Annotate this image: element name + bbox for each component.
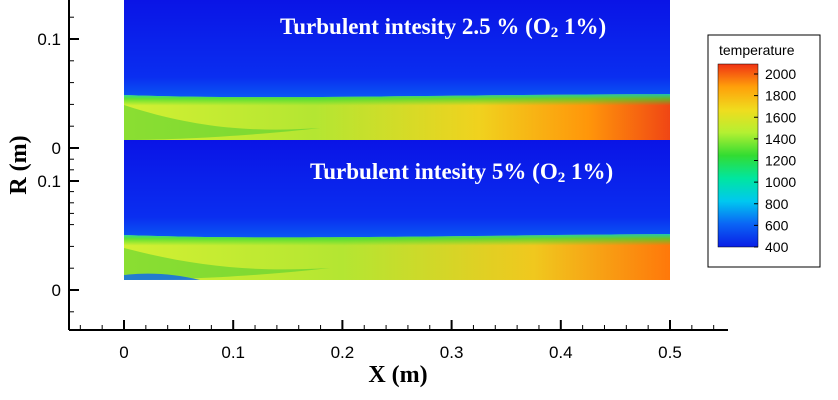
panel-bottom-title: Turbulent intesity 5% (O2 1%) xyxy=(310,159,613,186)
colorbar-title: temperature xyxy=(719,42,795,58)
panel-top-jet-edge xyxy=(124,94,670,114)
panel-bottom-jet-edge xyxy=(124,234,670,254)
y-tick-label: 0.1 xyxy=(37,172,61,191)
x-tick-label: 0.4 xyxy=(549,343,573,362)
panel-bottom-wall-cool xyxy=(124,273,200,280)
colorbar-legend: temperature 2000 1800 1600 1400 1200 1000 800 6… xyxy=(707,34,821,268)
x-tick-label: 0.5 xyxy=(658,343,682,362)
y-tick-label: 0 xyxy=(52,281,61,300)
x-minor-ticks xyxy=(79,325,715,330)
x-tick-label: 0.1 xyxy=(221,343,245,362)
y-axis-title: R (m) xyxy=(6,135,32,194)
x-tick-label: 0 xyxy=(119,343,128,362)
colorbar-tick-label: 400 xyxy=(765,239,789,255)
x-tick-label: 0.3 xyxy=(440,343,464,362)
colorbar-tick-label: 1400 xyxy=(765,131,796,147)
colorbar-tick-label: 600 xyxy=(765,217,789,233)
y-ticks: 0.1 0 0.1 0 xyxy=(37,16,79,313)
y-tick-label: 0.1 xyxy=(37,30,61,49)
colorbar-tick-label: 1000 xyxy=(765,174,796,190)
colorbar-ticks: 2000 1800 1600 1400 1200 1000 800 600 400 xyxy=(754,66,796,255)
panel-bottom-core xyxy=(124,248,330,280)
colorbar-tick-label: 2000 xyxy=(765,66,796,82)
panel-top-core xyxy=(124,105,320,140)
colorbar-tick-label: 1800 xyxy=(765,88,796,104)
colorbar-tick-label: 1200 xyxy=(765,153,796,169)
x-tick-label: 0.2 xyxy=(331,343,355,362)
panel-bottom: Turbulent intesity 5% (O2 1%) xyxy=(124,140,670,280)
x-ticks: 0 0.1 0.2 0.3 0.4 0.5 xyxy=(119,320,682,362)
panel-top-title: Turbulent intesity 2.5 % (O2 1%) xyxy=(280,14,606,41)
colorbar-gradient xyxy=(717,63,759,248)
y-tick-label: 0 xyxy=(52,139,61,158)
colorbar-tick-label: 1600 xyxy=(765,109,796,125)
x-axis-title: X (m) xyxy=(368,362,427,388)
colorbar-tick-label: 800 xyxy=(765,196,789,212)
panel-top: Turbulent intesity 2.5 % (O2 1%) xyxy=(124,0,670,140)
axes xyxy=(68,0,728,331)
